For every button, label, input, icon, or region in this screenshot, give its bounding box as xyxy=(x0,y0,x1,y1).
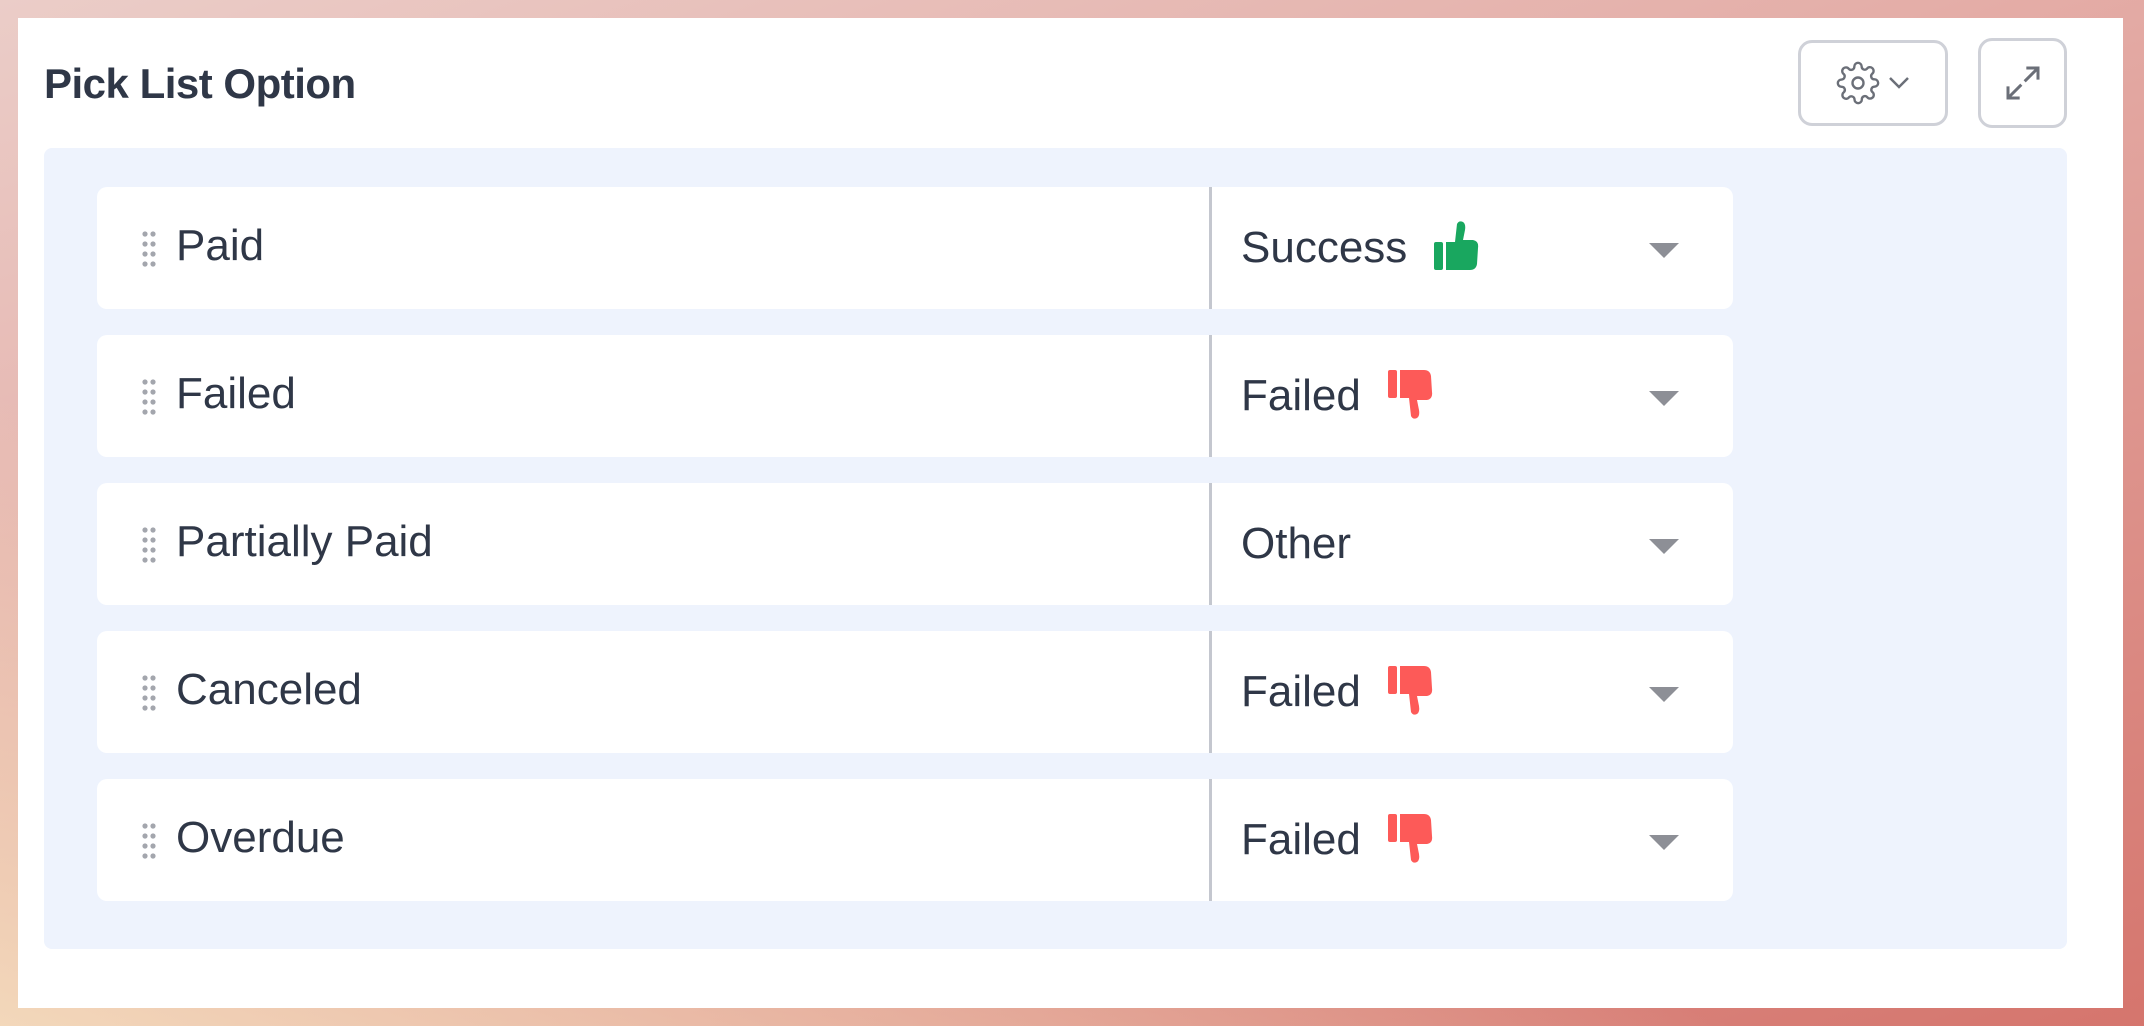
dropdown-caret-icon xyxy=(1649,391,1679,406)
gear-icon xyxy=(1836,61,1880,105)
chevron-down-icon xyxy=(1889,77,1909,89)
thumbs-down-icon xyxy=(1387,665,1432,715)
option-row: Failed Failed xyxy=(97,335,1733,457)
status-select[interactable]: Failed xyxy=(1241,335,1733,457)
dropdown-caret-icon xyxy=(1649,687,1679,702)
divider xyxy=(1209,483,1212,605)
expand-icon xyxy=(2006,66,2039,100)
drag-handle-icon[interactable] xyxy=(142,823,156,861)
option-label[interactable]: Failed xyxy=(176,369,296,418)
option-label[interactable]: Canceled xyxy=(176,665,362,714)
widget-title: Pick List Option xyxy=(44,60,356,107)
thumbs-up-icon xyxy=(1434,220,1479,270)
dropdown-caret-icon xyxy=(1649,835,1679,850)
status-select[interactable]: Failed xyxy=(1241,631,1733,753)
expand-button[interactable] xyxy=(1978,38,2067,128)
status-value: Success xyxy=(1241,223,1408,272)
divider xyxy=(1209,779,1212,901)
drag-handle-icon[interactable] xyxy=(142,231,156,269)
status-value: Failed xyxy=(1241,667,1361,716)
status-value: Failed xyxy=(1241,815,1361,864)
settings-dropdown-button[interactable] xyxy=(1798,40,1948,126)
drag-handle-icon[interactable] xyxy=(142,675,156,713)
drag-handle-icon[interactable] xyxy=(142,527,156,565)
thumbs-down-icon xyxy=(1387,369,1432,419)
pick-list-widget: Pick List Option Paid Success Failed Fai… xyxy=(18,18,2123,1008)
drag-handle-icon[interactable] xyxy=(142,379,156,417)
status-value: Other xyxy=(1241,519,1352,568)
option-label[interactable]: Overdue xyxy=(176,813,345,862)
option-row: Canceled Failed xyxy=(97,631,1733,753)
thumbs-down-icon xyxy=(1387,813,1432,863)
option-row: Paid Success xyxy=(97,187,1733,309)
divider xyxy=(1209,335,1212,457)
status-select[interactable]: Failed xyxy=(1241,779,1733,901)
dropdown-caret-icon xyxy=(1649,243,1679,258)
option-label[interactable]: Partially Paid xyxy=(176,517,433,566)
status-select[interactable]: Other xyxy=(1241,483,1733,605)
option-label[interactable]: Paid xyxy=(176,221,265,270)
option-row: Overdue Failed xyxy=(97,779,1733,901)
divider xyxy=(1209,631,1212,753)
option-row: Partially Paid Other xyxy=(97,483,1733,605)
status-select[interactable]: Success xyxy=(1241,187,1733,309)
dropdown-caret-icon xyxy=(1649,539,1679,554)
divider xyxy=(1209,187,1212,309)
status-value: Failed xyxy=(1241,371,1361,420)
options-panel: Paid Success Failed Failed Partially Pai… xyxy=(44,148,2067,949)
